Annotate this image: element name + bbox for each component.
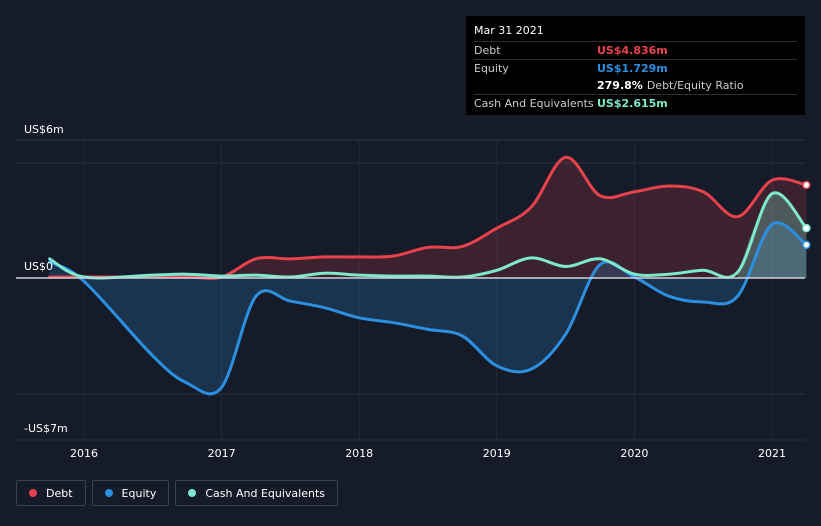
tooltip-cash-value: US$2.615m xyxy=(597,97,668,110)
tooltip-row-debt: Debt US$4.836m xyxy=(474,41,797,59)
tooltip-row-ratio: 279.8% Debt/Equity Ratio xyxy=(474,77,797,94)
plot-background-highlight xyxy=(16,130,805,440)
legend-equity-label: Equity xyxy=(121,486,157,500)
tooltip-row-cash: Cash And Equivalents US$2.615m xyxy=(474,94,797,112)
line-equity xyxy=(48,221,808,396)
area-debt xyxy=(49,157,807,279)
line-cash-and-equivalents xyxy=(48,191,808,280)
endpoint-debt xyxy=(802,180,811,190)
chart-legend: Debt Equity Cash And Equivalents xyxy=(16,480,338,506)
x-tick-label-1: 2017 xyxy=(208,447,236,460)
legend-debt-label: Debt xyxy=(46,486,73,500)
x-tick-label-4: 2020 xyxy=(620,447,648,460)
endpoint-cash-and-equivalents xyxy=(802,223,811,233)
legend-item-cash[interactable]: Cash And Equivalents xyxy=(175,480,338,506)
legend-cash-label: Cash And Equivalents xyxy=(205,486,325,500)
legend-cash-dot-icon xyxy=(188,489,197,497)
legend-item-debt[interactable]: Debt xyxy=(16,480,86,506)
tooltip-debt-label: Debt xyxy=(474,44,501,57)
x-tick-label-5: 2021 xyxy=(758,447,786,460)
tooltip-ratio-label: Debt/Equity Ratio xyxy=(646,79,744,92)
legend-equity-dot-icon xyxy=(104,489,113,497)
tooltip-equity-value: US$1.729m xyxy=(597,62,668,75)
y-tick-label-0: US$6m xyxy=(24,123,64,136)
y-axis-labels: US$6m US$0 -US$7m xyxy=(24,123,68,435)
data-tooltip: Mar 31 2021 Debt US$4.836m Equity US$1.7… xyxy=(466,16,805,115)
tooltip-date: Mar 31 2021 xyxy=(474,24,544,37)
x-tick-label-2: 2018 xyxy=(345,447,373,460)
legend-debt-dot-icon xyxy=(29,489,37,497)
tooltip-equity-label: Equity xyxy=(474,62,509,75)
y-tick-label-2: -US$7m xyxy=(24,422,68,435)
x-tick-label-0: 2016 xyxy=(70,447,98,460)
series-endpoints xyxy=(802,180,811,250)
tooltip-ratio-value: 279.8% xyxy=(597,79,643,92)
legend-item-equity[interactable]: Equity xyxy=(91,480,170,506)
gridlines xyxy=(16,139,805,441)
endpoint-equity xyxy=(802,240,811,250)
tooltip-debt-value: US$4.836m xyxy=(597,44,668,57)
tooltip-row-equity: Equity US$1.729m xyxy=(474,59,797,77)
x-axis-labels: 2016 2017 2018 2019 2020 2021 xyxy=(70,447,786,460)
y-tick-label-1: US$0 xyxy=(24,260,53,273)
x-tick-label-3: 2019 xyxy=(483,447,511,460)
tooltip-cash-label: Cash And Equivalents xyxy=(474,97,594,110)
